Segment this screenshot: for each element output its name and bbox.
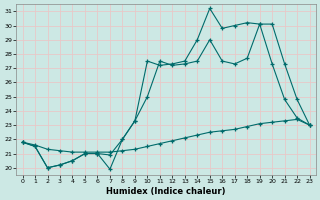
X-axis label: Humidex (Indice chaleur): Humidex (Indice chaleur) <box>106 187 226 196</box>
